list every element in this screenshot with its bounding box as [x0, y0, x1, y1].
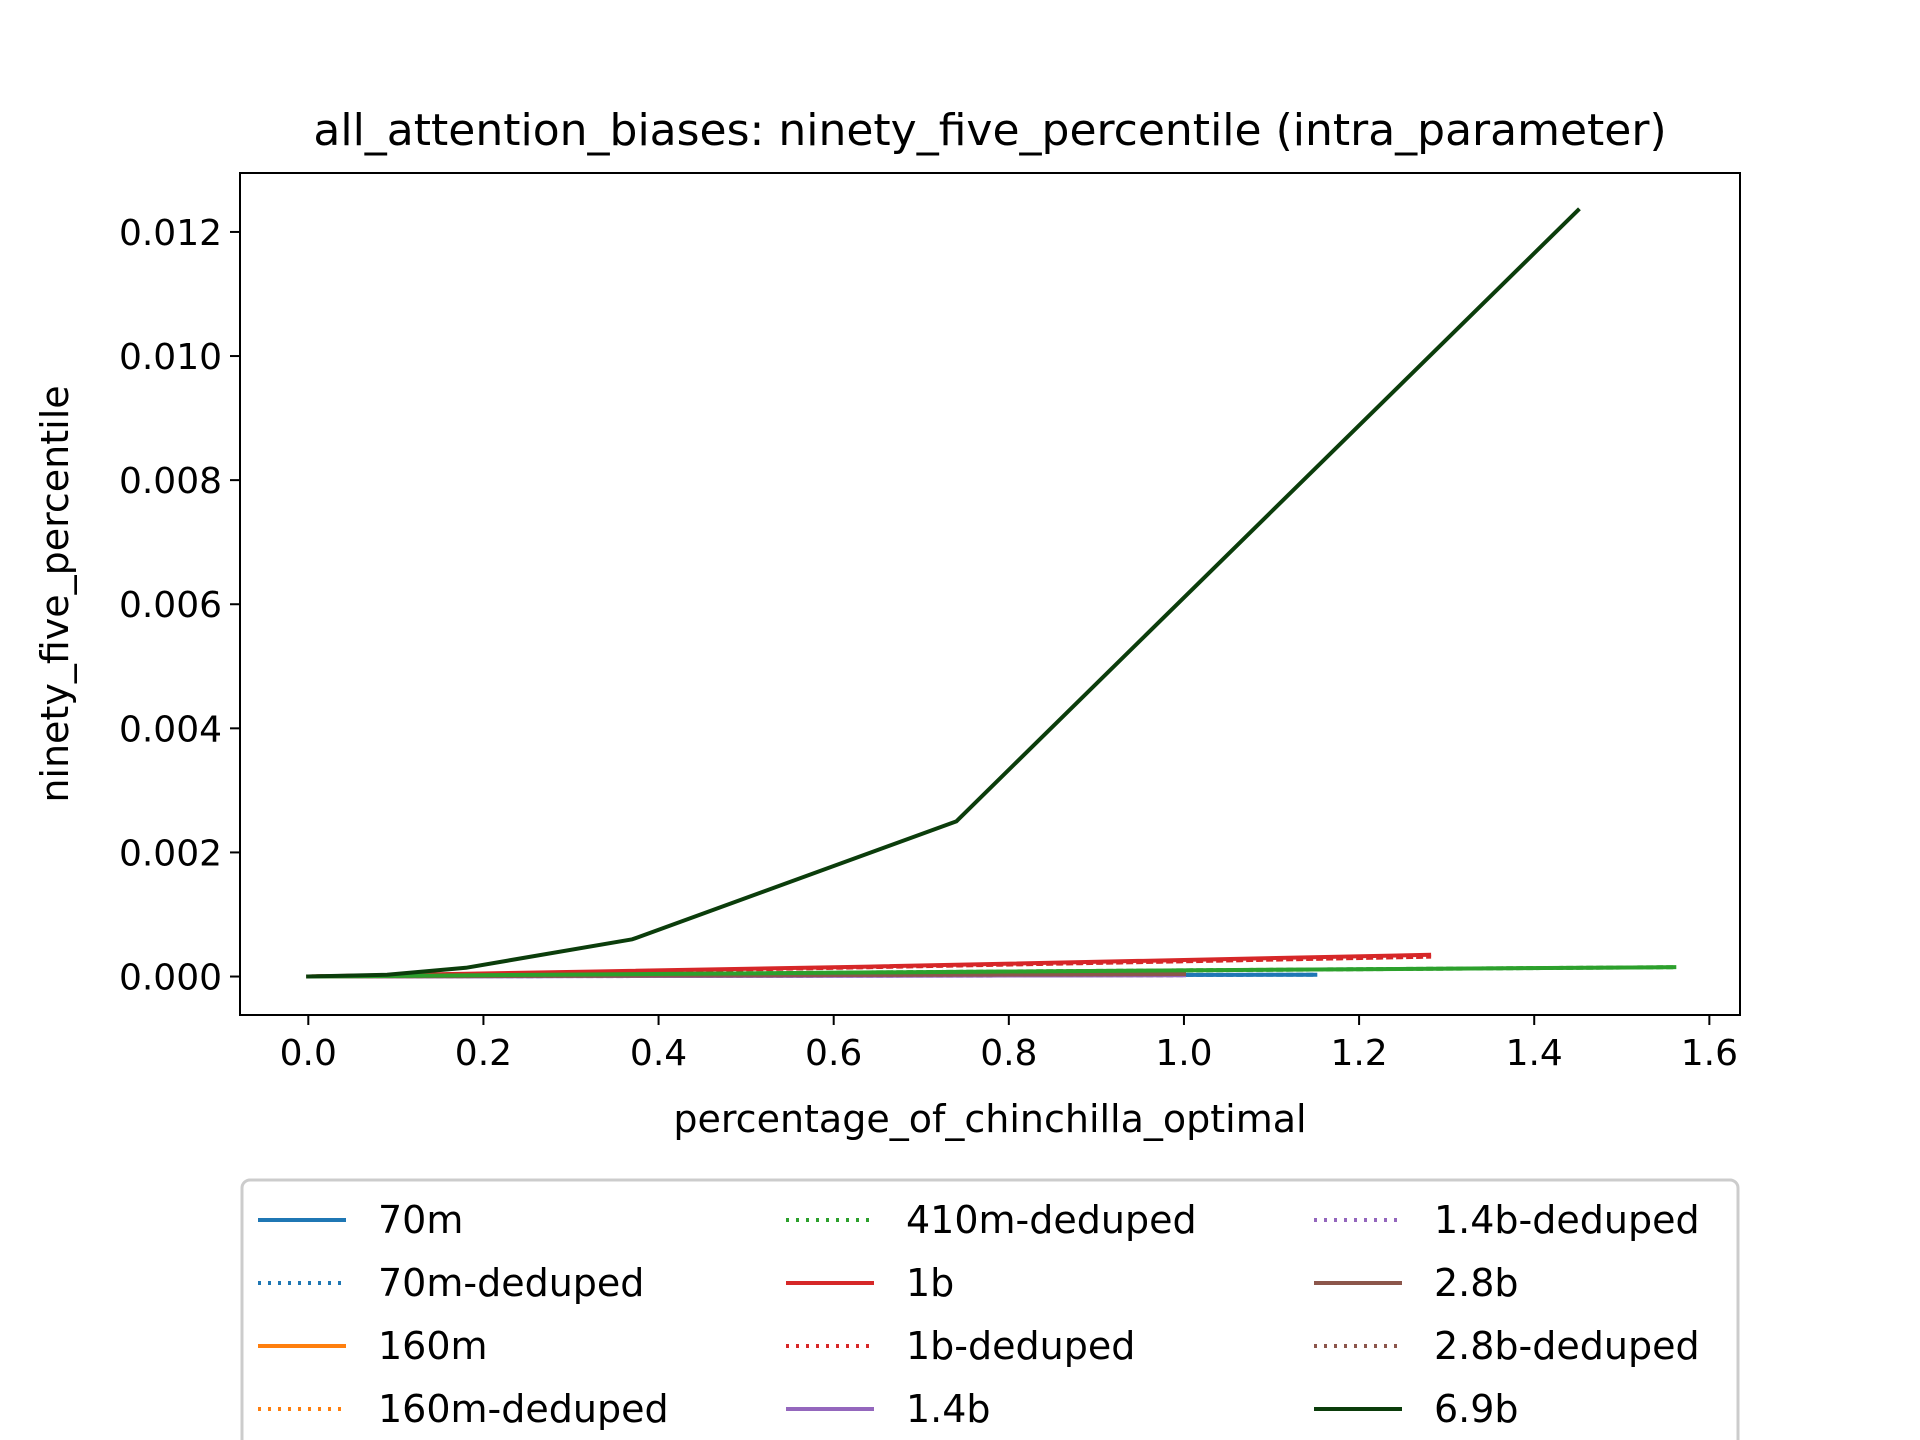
legend-item-6-9b: 6.9b — [1314, 1387, 1519, 1431]
legend-label: 1b — [906, 1261, 954, 1305]
x-tick-label: 1.2 — [1330, 1033, 1387, 1074]
legend-label: 1.4b-deduped — [1434, 1198, 1700, 1242]
y-tick-label: 0.006 — [119, 585, 222, 626]
x-tick-label: 0.4 — [630, 1033, 687, 1074]
legend-label: 160m — [378, 1324, 488, 1368]
plot-area — [239, 172, 1741, 1016]
legend-label: 2.8b-deduped — [1434, 1324, 1700, 1368]
x-tick-label: 0.2 — [455, 1033, 512, 1074]
legend-label: 6.9b — [1434, 1387, 1519, 1431]
legend-label: 2.8b — [1434, 1261, 1519, 1305]
legend-item-160m-deduped: 160m-deduped — [258, 1387, 669, 1431]
series-line-6-9b — [306, 207, 1581, 979]
plot-frame — [239, 172, 1741, 1016]
legend-label: 1b-deduped — [906, 1324, 1135, 1368]
x-tick-label: 0.8 — [980, 1033, 1037, 1074]
series-line-410m — [306, 965, 1677, 979]
x-axis-ticks: 0.0 0.2 0.4 0.6 0.8 1.0 1.2 1.4 1.6 — [280, 1015, 1738, 1074]
x-tick-label: 0.6 — [805, 1033, 862, 1074]
legend-item-2-8b-deduped: 2.8b-deduped — [1314, 1324, 1700, 1368]
legend-item-410m-deduped: 410m-deduped — [786, 1198, 1197, 1242]
legend-item-1b: 1b — [786, 1261, 954, 1305]
legend-frame — [240, 1178, 1740, 1440]
y-tick-label: 0.002 — [119, 833, 222, 874]
x-tick-label: 1.4 — [1506, 1033, 1563, 1074]
y-axis-ticks: 0.000 0.002 0.004 0.006 0.008 0.010 0.012 — [119, 213, 240, 999]
legend-item-70m-deduped: 70m-deduped — [258, 1261, 644, 1305]
legend-label: 1.4b — [906, 1387, 991, 1431]
y-tick-label: 0.008 — [119, 461, 222, 502]
legend: 70m 70m-deduped 160m 160m-deduped 410m-dedup… — [240, 1178, 1740, 1440]
legend-label: 160m-deduped — [378, 1387, 669, 1431]
y-tick-label: 0.000 — [119, 958, 222, 999]
y-tick-label: 0.004 — [119, 709, 222, 750]
x-axis-label: percentage_of_chinchilla_optimal — [673, 1097, 1306, 1141]
legend-label: 70m-deduped — [378, 1261, 644, 1305]
legend-item-1b-deduped: 1b-deduped — [786, 1324, 1135, 1368]
series-layer — [306, 207, 1677, 979]
y-tick-label: 0.010 — [119, 337, 222, 378]
legend-item-70m: 70m — [258, 1198, 463, 1242]
plot-background — [240, 173, 1740, 1015]
y-tick-label: 0.012 — [119, 213, 222, 254]
y-axis-label: ninety_five_percentile — [33, 385, 77, 802]
legend-item-1-4b: 1.4b — [786, 1387, 991, 1431]
legend-label: 70m — [378, 1198, 463, 1242]
x-tick-label: 0.0 — [280, 1033, 337, 1074]
legend-items: 70m 70m-deduped 160m 160m-deduped 410m-dedup… — [258, 1198, 1700, 1431]
legend-item-1-4b-deduped: 1.4b-deduped — [1314, 1198, 1700, 1242]
legend-item-2-8b: 2.8b — [1314, 1261, 1519, 1305]
x-tick-label: 1.0 — [1155, 1033, 1212, 1074]
legend-item-160m: 160m — [258, 1324, 488, 1368]
legend-label: 410m-deduped — [906, 1198, 1197, 1242]
chart-title: all_attention_biases: ninety_five_percen… — [313, 105, 1666, 156]
x-tick-label: 1.6 — [1681, 1033, 1738, 1074]
